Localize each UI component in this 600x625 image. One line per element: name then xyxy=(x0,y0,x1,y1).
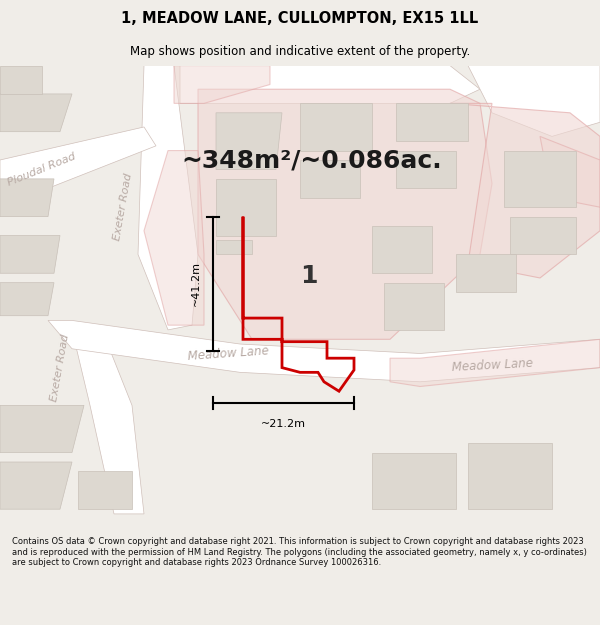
Polygon shape xyxy=(468,66,600,136)
Polygon shape xyxy=(138,66,198,330)
Polygon shape xyxy=(174,66,270,103)
Polygon shape xyxy=(0,94,72,132)
Text: Ploudal Road: Ploudal Road xyxy=(7,151,77,188)
Polygon shape xyxy=(0,66,42,94)
Polygon shape xyxy=(0,282,54,316)
Polygon shape xyxy=(216,112,282,169)
Text: 1, MEADOW LANE, CULLOMPTON, EX15 1LL: 1, MEADOW LANE, CULLOMPTON, EX15 1LL xyxy=(121,11,479,26)
Polygon shape xyxy=(372,452,456,509)
Text: Exeter Road: Exeter Road xyxy=(49,333,71,402)
Text: ~348m²/~0.086ac.: ~348m²/~0.086ac. xyxy=(182,148,442,172)
Polygon shape xyxy=(468,443,552,509)
Text: Meadow Lane: Meadow Lane xyxy=(187,344,269,362)
Polygon shape xyxy=(540,136,600,208)
Polygon shape xyxy=(144,151,204,325)
Polygon shape xyxy=(396,151,456,188)
Polygon shape xyxy=(0,236,60,273)
Polygon shape xyxy=(78,471,132,509)
Text: Map shows position and indicative extent of the property.: Map shows position and indicative extent… xyxy=(130,45,470,58)
Polygon shape xyxy=(450,103,600,278)
Polygon shape xyxy=(0,462,72,509)
Polygon shape xyxy=(510,217,576,254)
Text: ~41.2m: ~41.2m xyxy=(191,261,201,306)
Polygon shape xyxy=(504,151,576,208)
Text: Contains OS data © Crown copyright and database right 2021. This information is : Contains OS data © Crown copyright and d… xyxy=(12,538,587,568)
Text: 1: 1 xyxy=(300,264,318,288)
Text: Meadow Lane: Meadow Lane xyxy=(451,357,533,374)
Polygon shape xyxy=(0,179,54,217)
Polygon shape xyxy=(384,282,444,330)
Polygon shape xyxy=(216,240,252,254)
Text: Exeter Road: Exeter Road xyxy=(112,173,134,242)
Polygon shape xyxy=(198,89,492,339)
Polygon shape xyxy=(0,127,156,198)
Polygon shape xyxy=(300,160,360,198)
Polygon shape xyxy=(180,66,480,103)
Polygon shape xyxy=(48,321,600,382)
Polygon shape xyxy=(396,103,468,141)
Polygon shape xyxy=(216,179,276,236)
Polygon shape xyxy=(372,226,432,273)
Polygon shape xyxy=(456,254,516,292)
Polygon shape xyxy=(72,330,144,514)
Polygon shape xyxy=(0,406,84,452)
Polygon shape xyxy=(390,339,600,386)
Text: ~21.2m: ~21.2m xyxy=(261,419,306,429)
Polygon shape xyxy=(300,103,372,151)
